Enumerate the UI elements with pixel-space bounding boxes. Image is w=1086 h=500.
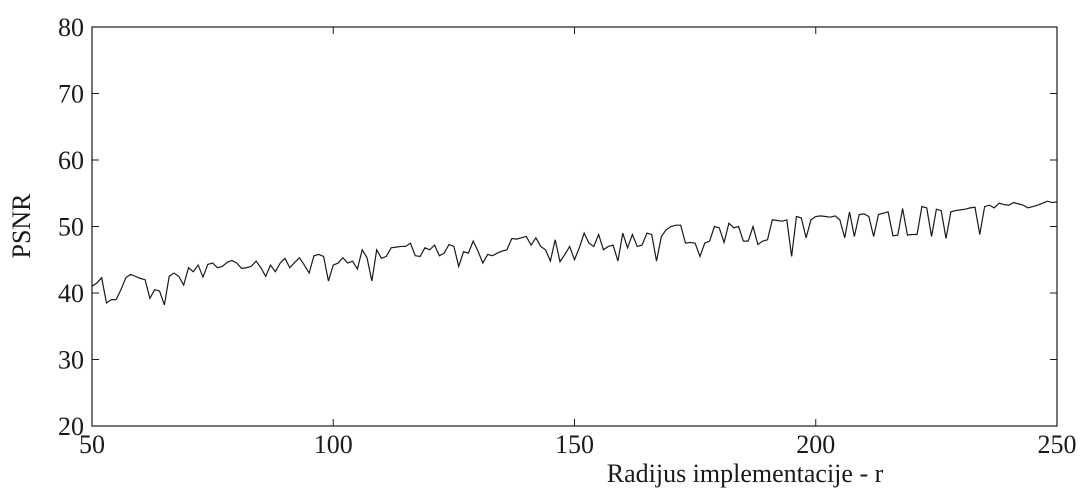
x-axis-label: Radijus implementacije - r: [607, 459, 884, 488]
y-tick-label: 70: [58, 80, 84, 109]
x-tick-label: 100: [314, 430, 353, 459]
x-tick-label: 50: [79, 430, 105, 459]
y-tick-label: 60: [58, 146, 84, 175]
y-tick-label: 20: [58, 412, 84, 441]
y-axis-label: PSNR: [7, 193, 36, 259]
y-tick-label: 80: [58, 13, 84, 42]
data-line: [91, 200, 1058, 306]
plot-frame: [91, 26, 1058, 427]
x-tick-label: 200: [796, 430, 835, 459]
x-tick-label: 250: [1038, 430, 1077, 459]
y-tick-label: 40: [58, 279, 84, 308]
y-tick-label: 30: [58, 346, 84, 375]
y-tick-label: 50: [58, 213, 84, 242]
x-tick-label: 150: [555, 430, 594, 459]
